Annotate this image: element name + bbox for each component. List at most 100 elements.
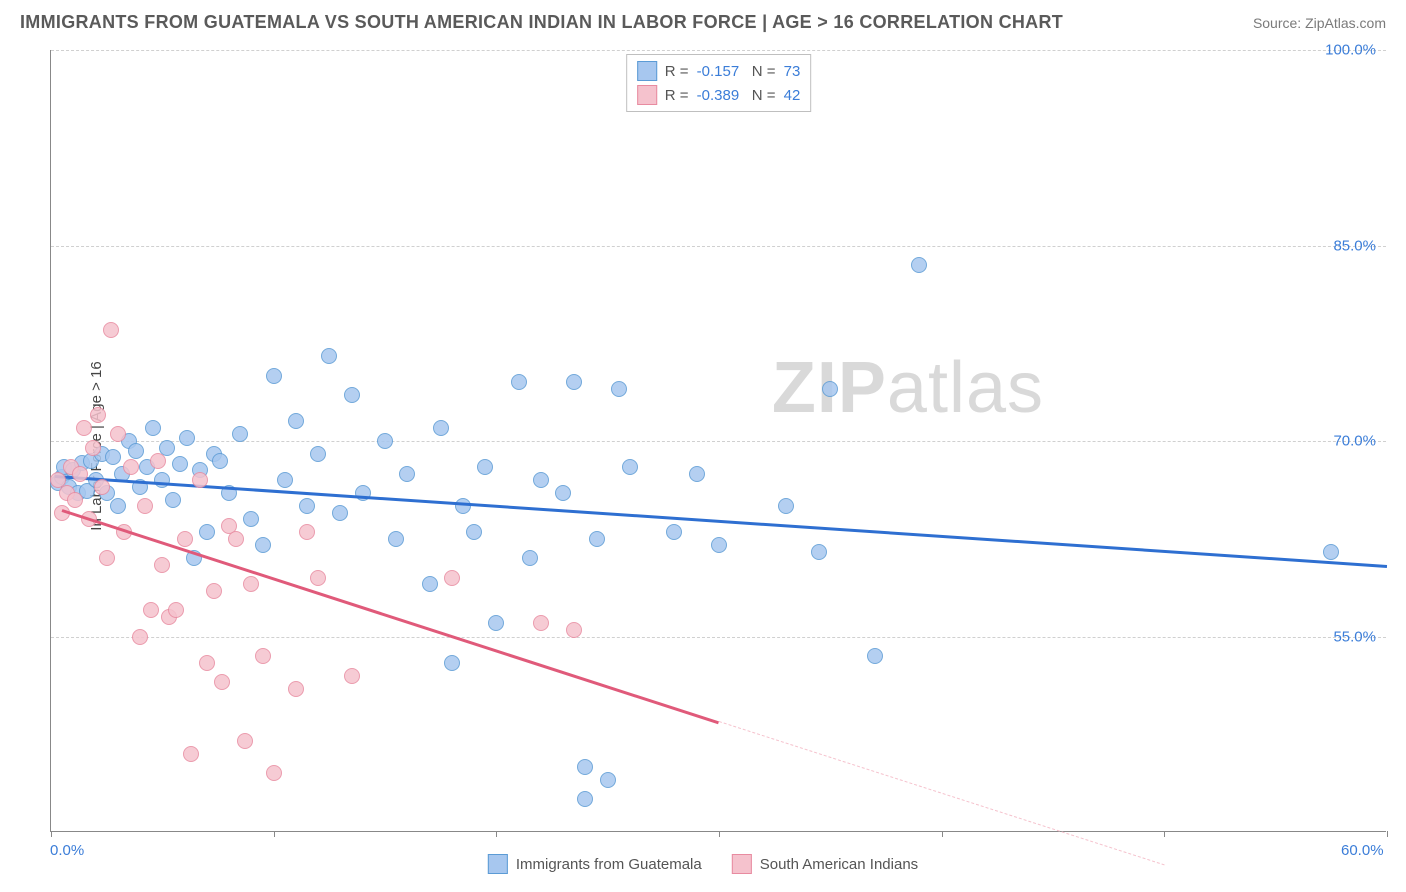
y-tick-label: 85.0% xyxy=(1333,237,1376,254)
chart-plot-area: ZIPatlas 55.0%70.0%85.0%100.0%R = -0.157… xyxy=(50,50,1386,832)
point-series-a xyxy=(511,374,527,390)
point-series-b xyxy=(154,557,170,573)
watermark: ZIPatlas xyxy=(772,347,1044,429)
point-series-a xyxy=(811,544,827,560)
x-tick xyxy=(274,831,275,837)
x-tick-label: 60.0% xyxy=(1341,842,1384,859)
legend-correlation-box: R = -0.157 N = 73R = -0.389 N = 42 xyxy=(626,54,812,112)
legend-item: Immigrants from Guatemala xyxy=(488,854,702,874)
legend-swatch xyxy=(637,85,657,105)
x-tick xyxy=(942,831,943,837)
point-series-a xyxy=(689,466,705,482)
x-tick xyxy=(1387,831,1388,837)
point-series-b xyxy=(143,602,159,618)
point-series-a xyxy=(466,524,482,540)
x-tick xyxy=(719,831,720,837)
point-series-b xyxy=(199,655,215,671)
point-series-a xyxy=(622,459,638,475)
point-series-a xyxy=(179,430,195,446)
x-tick xyxy=(1164,831,1165,837)
point-series-a xyxy=(433,420,449,436)
point-series-b xyxy=(103,322,119,338)
legend-row: R = -0.389 N = 42 xyxy=(637,83,801,107)
point-series-b xyxy=(67,492,83,508)
point-series-a xyxy=(555,485,571,501)
point-series-a xyxy=(522,550,538,566)
point-series-a xyxy=(577,759,593,775)
point-series-b xyxy=(150,453,166,469)
point-series-a xyxy=(388,531,404,547)
trend-line-b-dashed xyxy=(719,721,1165,865)
point-series-a xyxy=(332,505,348,521)
legend-label: Immigrants from Guatemala xyxy=(516,856,702,873)
point-series-b xyxy=(533,615,549,631)
point-series-a xyxy=(533,472,549,488)
point-series-b xyxy=(168,602,184,618)
point-series-a xyxy=(243,511,259,527)
legend-swatch xyxy=(732,854,752,874)
point-series-a xyxy=(822,381,838,397)
point-series-a xyxy=(199,524,215,540)
point-series-b xyxy=(237,733,253,749)
point-series-a xyxy=(277,472,293,488)
y-tick-label: 55.0% xyxy=(1333,628,1376,645)
legend-row: R = -0.157 N = 73 xyxy=(637,59,801,83)
point-series-b xyxy=(110,426,126,442)
chart-source: Source: ZipAtlas.com xyxy=(1253,15,1386,31)
point-series-a xyxy=(128,443,144,459)
point-series-b xyxy=(177,531,193,547)
point-series-a xyxy=(867,648,883,664)
point-series-a xyxy=(110,498,126,514)
gridline-h xyxy=(51,637,1386,638)
point-series-a xyxy=(444,655,460,671)
x-tick xyxy=(51,831,52,837)
point-series-b xyxy=(444,570,460,586)
point-series-b xyxy=(76,420,92,436)
point-series-a xyxy=(488,615,504,631)
point-series-a xyxy=(711,537,727,553)
point-series-b xyxy=(310,570,326,586)
point-series-a xyxy=(266,368,282,384)
point-series-a xyxy=(911,257,927,273)
point-series-a xyxy=(577,791,593,807)
gridline-h xyxy=(51,441,1386,442)
point-series-b xyxy=(266,765,282,781)
point-series-b xyxy=(566,622,582,638)
point-series-a xyxy=(666,524,682,540)
point-series-b xyxy=(94,479,110,495)
legend-swatch xyxy=(637,61,657,81)
point-series-a xyxy=(288,413,304,429)
point-series-a xyxy=(778,498,794,514)
point-series-a xyxy=(255,537,271,553)
point-series-b xyxy=(72,466,88,482)
point-series-a xyxy=(310,446,326,462)
point-series-a xyxy=(145,420,161,436)
gridline-h xyxy=(51,50,1386,51)
point-series-a xyxy=(321,348,337,364)
point-series-a xyxy=(589,531,605,547)
point-series-b xyxy=(123,459,139,475)
point-series-b xyxy=(85,440,101,456)
point-series-a xyxy=(399,466,415,482)
point-series-a xyxy=(566,374,582,390)
point-series-a xyxy=(455,498,471,514)
point-series-b xyxy=(214,674,230,690)
y-tick-label: 100.0% xyxy=(1325,42,1376,59)
point-series-b xyxy=(299,524,315,540)
point-series-a xyxy=(105,449,121,465)
point-series-b xyxy=(344,668,360,684)
point-series-a xyxy=(377,433,393,449)
point-series-a xyxy=(422,576,438,592)
legend-bottom: Immigrants from Guatemala South American … xyxy=(488,854,918,874)
gridline-h xyxy=(51,246,1386,247)
point-series-b xyxy=(288,681,304,697)
point-series-b xyxy=(90,407,106,423)
point-series-a xyxy=(232,426,248,442)
point-series-b xyxy=(206,583,222,599)
x-tick xyxy=(496,831,497,837)
point-series-b xyxy=(243,576,259,592)
point-series-a xyxy=(477,459,493,475)
legend-label: South American Indians xyxy=(760,856,918,873)
point-series-a xyxy=(600,772,616,788)
point-series-b xyxy=(192,472,208,488)
